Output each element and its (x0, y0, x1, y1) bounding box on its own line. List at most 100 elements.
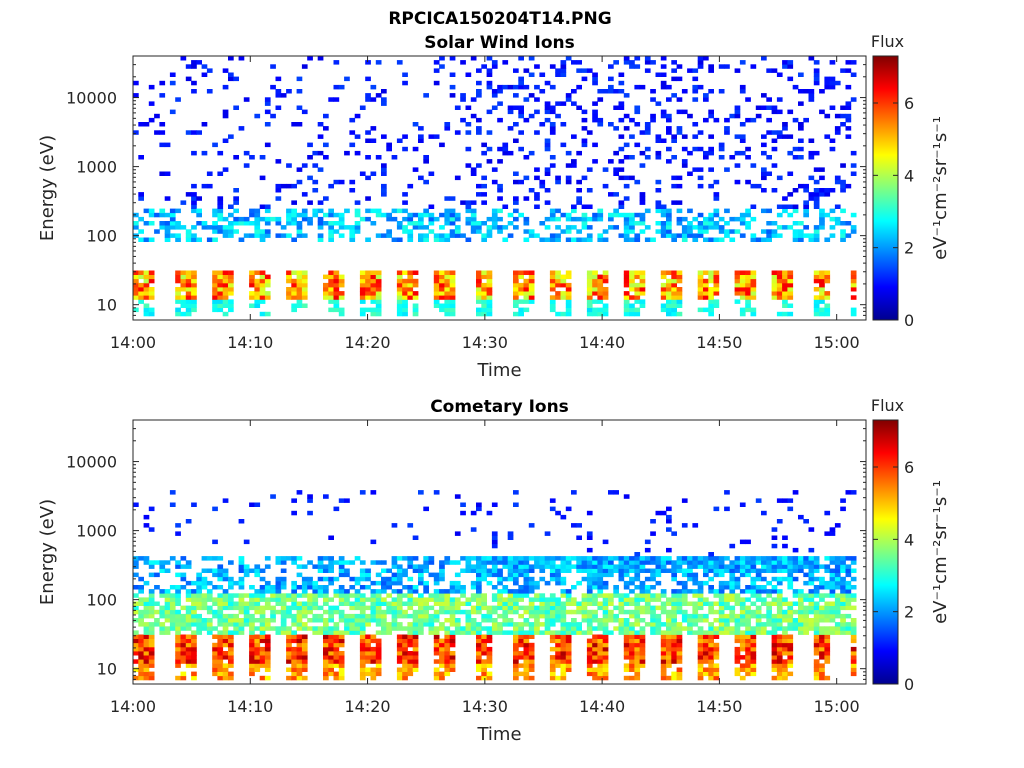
heatmap-cell (148, 638, 155, 644)
heatmap-cell (259, 311, 266, 317)
heatmap-cell (829, 76, 836, 82)
heatmap-cell (444, 609, 451, 615)
heatmap-cell (549, 282, 556, 288)
heatmap-cell (724, 126, 730, 131)
heatmap-cell (270, 113, 276, 119)
heatmap-cell (602, 568, 609, 573)
heatmap-cell (597, 307, 604, 313)
heatmap-cell (133, 278, 139, 284)
heatmap-cell (222, 68, 229, 73)
heatmap-cell (254, 282, 261, 288)
heatmap-cell (787, 150, 794, 156)
heatmap-cell (782, 64, 788, 69)
heatmap-cell (259, 270, 266, 275)
heatmap-cell (618, 618, 625, 623)
heatmap-cell (243, 622, 250, 627)
heatmap-cell (307, 576, 313, 582)
heatmap-cell (359, 307, 366, 313)
heatmap-cell (254, 212, 261, 218)
heatmap-cell (159, 142, 166, 148)
heatmap-cell (296, 295, 303, 300)
heatmap-cell (523, 155, 530, 160)
heatmap-cell (454, 229, 461, 234)
heatmap-cell (502, 150, 509, 156)
heatmap-cell (745, 626, 751, 631)
heatmap-cell (776, 634, 783, 639)
heatmap-cell (608, 609, 614, 615)
heatmap-cell (798, 618, 804, 623)
heatmap-cell (486, 72, 493, 77)
heatmap-cell (798, 564, 804, 569)
heatmap-cell (333, 638, 340, 644)
heatmap-cell (259, 605, 266, 611)
heatmap-cell (513, 299, 519, 304)
heatmap-cell (476, 282, 482, 288)
heatmap-cell (787, 64, 794, 69)
heatmap-cell (143, 601, 150, 606)
heatmap-cell (185, 560, 192, 565)
heatmap-cell (359, 216, 366, 222)
heatmap-cell (481, 303, 487, 308)
heatmap-cell (407, 212, 414, 218)
heatmap-cell (618, 204, 625, 209)
heatmap-cell (307, 605, 313, 611)
heatmap-cell (238, 216, 245, 222)
heatmap-cell (491, 618, 498, 623)
heatmap-cell (396, 291, 403, 296)
heatmap-cell (755, 183, 762, 189)
heatmap-cell (761, 510, 767, 516)
heatmap-cell (549, 155, 556, 160)
heatmap-cell (280, 560, 287, 565)
heatmap-cell (444, 651, 451, 656)
heatmap-cell (718, 601, 725, 606)
heatmap-cell (513, 274, 519, 280)
heatmap-cell (544, 105, 551, 110)
heatmap-cell (639, 278, 646, 284)
heatmap-cell (175, 626, 181, 631)
heatmap-cell (692, 572, 699, 578)
heatmap-cell (703, 601, 709, 606)
heatmap-cell (829, 138, 836, 143)
heatmap-cell (623, 568, 630, 573)
heatmap-cell (280, 576, 287, 582)
heatmap-cell (808, 138, 815, 143)
heatmap-cell (238, 622, 245, 627)
heatmap-cell (396, 556, 403, 561)
heatmap-cell (159, 568, 166, 573)
heatmap-cell (449, 580, 456, 586)
heatmap-cell (391, 626, 398, 631)
heatmap-cell (708, 225, 714, 230)
heatmap-cell (724, 490, 730, 495)
heatmap-cell (238, 237, 245, 242)
heatmap-cell (771, 278, 778, 284)
heatmap-cell (592, 659, 598, 664)
heatmap-cell (365, 155, 371, 160)
heatmap-cell (819, 167, 825, 172)
heatmap-cell (713, 564, 720, 569)
heatmap-cell (143, 274, 150, 280)
heatmap-cell (681, 163, 688, 168)
heatmap-cell (845, 630, 852, 635)
heatmap-cell (196, 237, 202, 242)
heatmap-cell (750, 601, 757, 606)
heatmap-cell (212, 667, 218, 672)
heatmap-cell (391, 155, 398, 160)
heatmap-cell (813, 671, 820, 677)
heatmap-cell (623, 237, 630, 242)
heatmap-cell (264, 646, 271, 652)
heatmap-cell (692, 556, 699, 561)
heatmap-cell (623, 175, 630, 181)
heatmap-cell (618, 89, 625, 94)
heatmap-cell (338, 634, 345, 639)
heatmap-cell (476, 80, 482, 86)
heatmap-cell (703, 295, 709, 300)
heatmap-cell (486, 663, 493, 668)
heatmap-cell (185, 613, 192, 619)
heatmap-cell (623, 278, 630, 284)
heatmap-cell (534, 585, 540, 590)
heatmap-cell (829, 605, 836, 611)
heatmap-cell (518, 605, 524, 611)
heatmap-cell (565, 626, 572, 631)
heatmap-cell (750, 638, 757, 644)
heatmap-cell (270, 605, 276, 611)
